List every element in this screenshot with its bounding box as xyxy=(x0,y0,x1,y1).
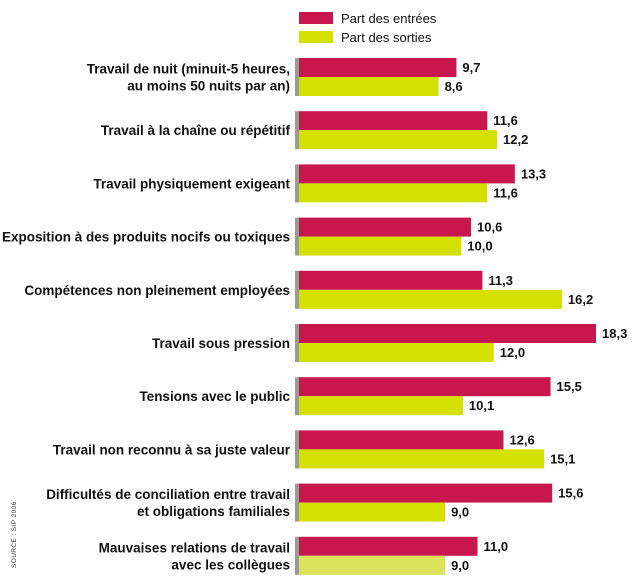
value-label: 10,6 xyxy=(477,220,502,235)
bar-sorties-9 xyxy=(299,502,446,522)
value-label: 10,1 xyxy=(469,398,494,413)
bar-entrees-2 xyxy=(299,111,488,131)
value-label: 15,5 xyxy=(557,379,582,394)
bar-sorties-6 xyxy=(299,343,494,362)
value-label: 11,0 xyxy=(484,539,509,554)
bar-sorties-7 xyxy=(299,396,463,416)
bar-sorties-2 xyxy=(299,130,497,150)
category-label: Difficultés de conciliation entre travai… xyxy=(46,487,290,502)
axis-segment xyxy=(295,58,299,96)
bar-entrees-6 xyxy=(299,324,596,343)
category-label: Travail non reconnu à sa juste valeur xyxy=(53,442,291,457)
value-label: 9,0 xyxy=(451,505,469,520)
axis-segment xyxy=(295,111,299,150)
bar-entrees-3 xyxy=(299,164,515,184)
value-label: 11,6 xyxy=(493,185,518,200)
value-label: 10,0 xyxy=(467,239,492,254)
value-label: 15,6 xyxy=(558,486,583,501)
legend-label-1: Part des entrées xyxy=(341,11,437,26)
bar-entrees-7 xyxy=(299,377,551,397)
axis-segment xyxy=(295,430,299,469)
value-label: 9,7 xyxy=(462,60,480,75)
axis-segment xyxy=(295,217,299,256)
bar-sorties-8 xyxy=(299,449,545,469)
bar-entrees-8 xyxy=(299,430,504,450)
category-labels-group: Travail de nuit (minuit-5 heures, au moin… xyxy=(2,62,291,573)
value-label: 8,6 xyxy=(445,79,463,94)
category-label: Travail de nuit (minuit-5 heures, xyxy=(87,62,290,77)
bar-entrees-4 xyxy=(299,217,472,237)
legend-swatch-1 xyxy=(299,12,333,24)
bar-entrees-1 xyxy=(299,58,457,77)
value-label: 11,3 xyxy=(488,273,513,288)
category-label: Travail sous pression xyxy=(152,336,290,351)
axis-segment xyxy=(295,377,299,416)
bars-group xyxy=(295,58,596,575)
category-label: Exposition à des produits nocifs ou toxi… xyxy=(2,230,290,245)
bar-entrees-10 xyxy=(299,536,478,556)
bar-entrees-5 xyxy=(299,270,483,290)
category-label: Mauvaises relations de travail xyxy=(99,540,290,555)
bar-sorties-3 xyxy=(299,183,488,203)
category-label: et obligations familiales xyxy=(137,504,290,519)
category-label: Travail physiquement exigeant xyxy=(93,176,290,191)
axis-segment xyxy=(295,164,299,203)
value-label: 9,0 xyxy=(451,558,469,573)
bar-sorties-5 xyxy=(299,289,562,309)
source-note: SOURCE : SIP 2006 xyxy=(11,501,18,568)
value-label: 11,6 xyxy=(493,113,518,128)
category-label: Travail à la chaîne ou répétitif xyxy=(101,123,291,138)
legend-label-2: Part des sorties xyxy=(341,30,432,45)
axis-segment xyxy=(295,324,299,362)
axis-segment xyxy=(295,536,299,575)
bar-sorties-10 xyxy=(299,555,446,575)
value-labels-group: 9,78,611,612,213,311,610,610,011,316,218… xyxy=(445,60,628,573)
value-label: 13,3 xyxy=(521,166,546,181)
value-label: 12,6 xyxy=(509,432,534,447)
category-label: avec les collègues xyxy=(171,557,290,572)
bar-entrees-9 xyxy=(299,483,553,503)
value-label: 12,2 xyxy=(503,132,528,147)
value-label: 12,0 xyxy=(500,345,525,360)
category-label: Tensions avec le public xyxy=(139,389,290,404)
legend: Part des entrées Part des sorties xyxy=(299,11,437,45)
value-label: 15,1 xyxy=(550,451,575,466)
value-label: 18,3 xyxy=(602,326,627,341)
value-label: 16,2 xyxy=(568,292,593,307)
bar-sorties-1 xyxy=(299,77,439,96)
category-label: au moins 50 nuits par an) xyxy=(127,79,290,94)
bar-sorties-4 xyxy=(299,236,462,256)
axis-segment xyxy=(295,483,299,522)
axis-segment xyxy=(295,270,299,309)
legend-swatch-2 xyxy=(299,31,333,43)
category-label: Compétences non pleinement employées xyxy=(24,283,290,298)
